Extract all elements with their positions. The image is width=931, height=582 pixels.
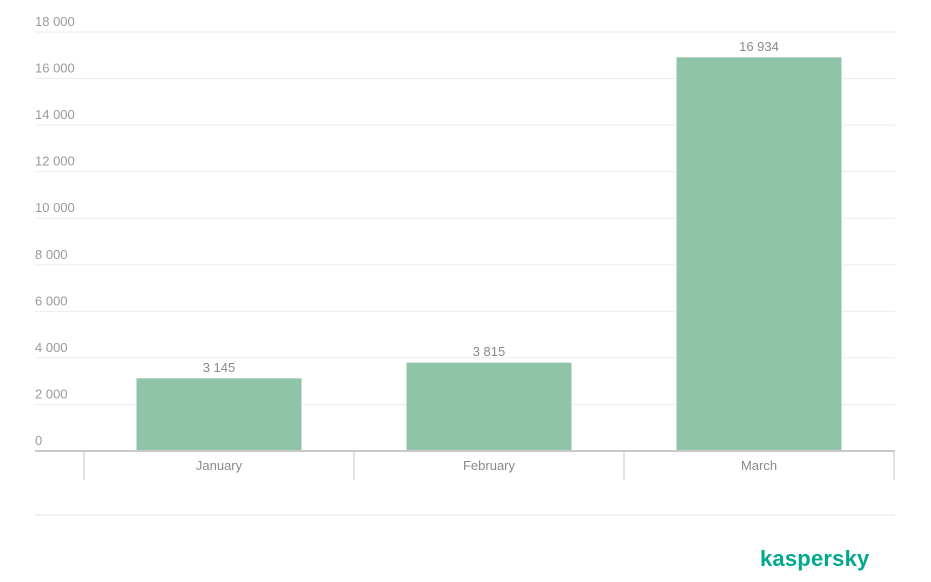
x-axis: January February March xyxy=(35,450,895,516)
data-labels: 3 145 3 815 16 934 xyxy=(203,39,779,375)
bar-march xyxy=(675,56,843,452)
y-tick-label: 12 000 xyxy=(35,154,75,169)
data-label: 3 815 xyxy=(473,344,506,359)
x-category-label: January xyxy=(196,458,243,473)
y-tick-label: 18 000 xyxy=(35,14,75,29)
y-tick-label: 0 xyxy=(35,433,42,448)
bars xyxy=(135,56,843,452)
data-label: 3 145 xyxy=(203,360,236,375)
x-category-label: February xyxy=(463,458,516,473)
y-axis-ticks: 0 2 000 4 000 6 000 8 000 10 000 12 000 14 000 1… xyxy=(35,14,75,448)
y-tick-label: 8 000 xyxy=(35,247,68,262)
data-label: 16 934 xyxy=(739,39,779,54)
gridlines xyxy=(35,31,895,405)
y-tick-label: 4 000 xyxy=(35,340,68,355)
bar-january xyxy=(135,377,303,452)
bar-february xyxy=(405,361,573,452)
y-tick-label: 16 000 xyxy=(35,61,75,76)
y-tick-label: 10 000 xyxy=(35,200,75,215)
x-category-label: March xyxy=(741,458,777,473)
y-tick-label: 2 000 xyxy=(35,386,68,401)
y-tick-label: 14 000 xyxy=(35,107,75,122)
kaspersky-logo: kaspersky xyxy=(760,546,870,571)
y-tick-label: 6 000 xyxy=(35,293,68,308)
